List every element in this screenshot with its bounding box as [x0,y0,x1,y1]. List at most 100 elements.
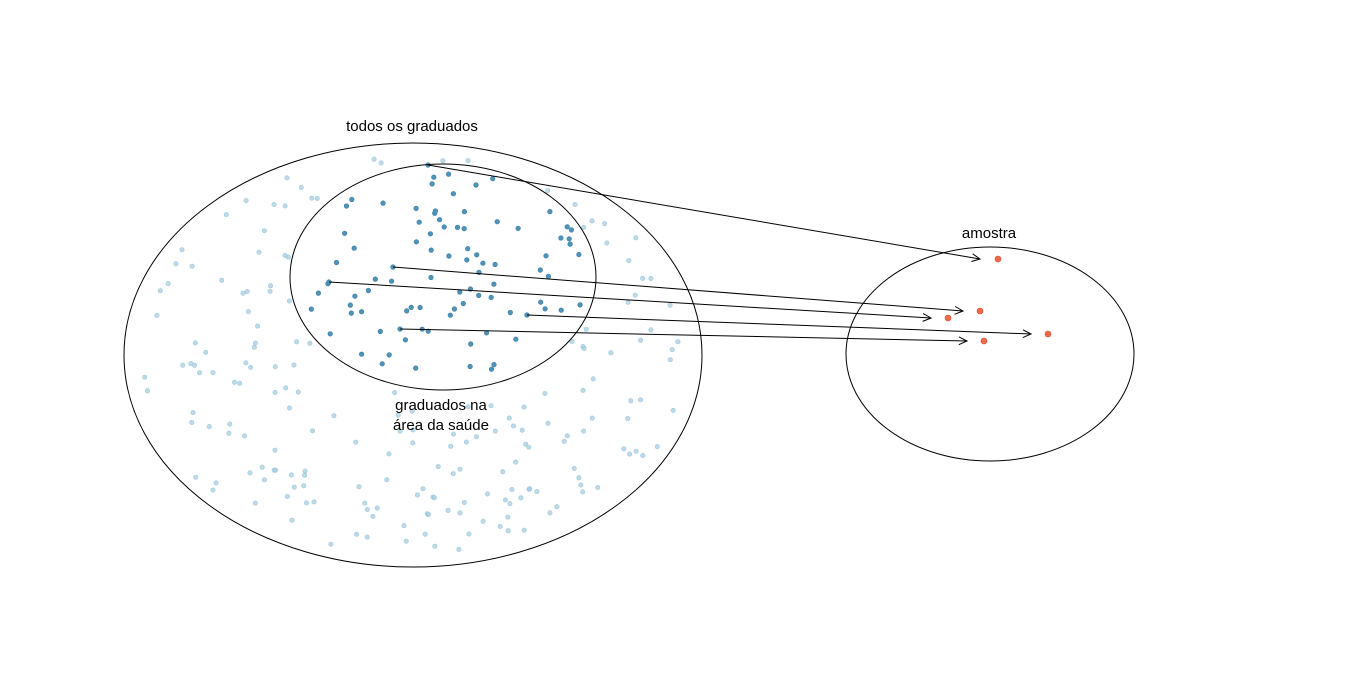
subpopulation-point [413,205,419,211]
population-point [286,405,292,411]
population-point [243,198,249,204]
population-point [331,413,337,419]
population-point [628,398,634,404]
subpopulation-point [542,306,548,312]
arrow-head [958,336,969,346]
population-point [283,385,289,391]
subpopulation-point [372,276,378,282]
population-point [310,428,316,434]
population-point [190,410,196,416]
population-point [314,196,320,202]
population-point [302,472,308,478]
population-point [590,376,596,382]
population-point [422,531,428,537]
population-point [425,512,431,518]
subpopulation-point [308,306,314,312]
subpopulation-point [349,196,355,203]
population-point [667,357,673,363]
population-point [188,361,194,367]
subpopulation-point [416,219,422,225]
population-point [621,446,627,452]
arrow-head [971,253,982,262]
subpopulation-point [413,239,420,245]
subpopulation-point [404,308,410,314]
arrow-head [1022,329,1033,339]
population-point [286,298,292,304]
subpopulation-point [566,236,572,242]
population-point [223,212,229,218]
population-point [364,534,370,540]
population-point [180,362,186,368]
subpopulation-point [427,231,434,237]
subpopulation-point [545,273,552,280]
subpopulation-point [327,331,333,337]
population-point [484,491,490,497]
subpopulation-point [473,182,479,188]
subpopulation-point [460,300,466,307]
population-point [210,487,216,493]
population-point [465,404,471,410]
population-point [328,541,334,547]
population-point [457,510,463,516]
subpopulation-point [365,287,372,294]
population-point [480,518,486,524]
population-point [213,480,219,486]
subpopulation-point [491,362,497,368]
population-point [386,451,392,457]
population-point [252,500,258,506]
population-point [282,252,288,258]
population-point [580,489,586,495]
subpopulation-point [576,251,582,258]
population-point [311,499,317,505]
population-point [581,225,587,231]
population-point [545,188,551,194]
population-point [450,471,456,477]
population-point [648,275,654,281]
population-point [206,424,212,430]
population-point [542,390,548,396]
population-point [580,387,586,393]
population-ellipse [123,142,703,568]
subpopulation-point [429,181,435,187]
subpopulation-point [379,361,385,367]
population-point [640,452,646,458]
population-point [589,415,595,421]
population-point [397,428,403,434]
population-point [248,364,254,370]
arrow-head [922,313,933,322]
subpopulation-points [308,162,583,372]
population-point [291,362,297,368]
population-point [244,288,250,294]
population-point [261,477,267,483]
subpopulation-point [380,200,386,206]
population-point [410,427,416,433]
population-point [255,323,261,329]
population-point [410,440,416,446]
population-point [395,412,401,418]
population-point [384,477,390,483]
sampling-arrow [399,328,968,342]
population-point [240,290,246,296]
population-point [527,486,533,492]
population-point [197,370,203,376]
population-point [252,340,258,346]
population-point [173,261,179,267]
population-point [309,195,315,201]
population-point [298,185,304,191]
population-point [500,469,506,475]
subpopulation-point [491,281,497,287]
population-point [554,504,560,510]
subpopulation-point [446,253,452,259]
population-point [509,486,515,492]
population-point [445,507,451,513]
population-point [473,434,479,440]
subpopulation-point [389,278,395,284]
subpopulation-point [417,304,423,311]
subpopulation-point [568,227,575,233]
subpopulation-point [577,302,583,308]
subpopulation-point [428,247,434,253]
population-point [154,312,160,318]
population-point [401,523,407,529]
population-point [547,510,553,516]
